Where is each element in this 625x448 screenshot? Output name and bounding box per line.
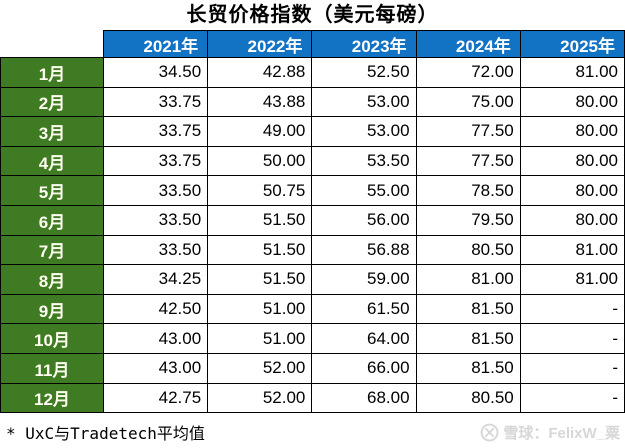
price-cell: 51.50: [207, 264, 313, 295]
price-cell: 80.50: [415, 234, 521, 266]
watermark-text: 雪球：FelixW_粟: [503, 424, 620, 442]
price-cell: 81.50: [415, 352, 521, 384]
price-cell: 53.50: [311, 145, 417, 177]
price-cell: 66.00: [311, 352, 417, 384]
price-cell: 34.50: [102, 57, 209, 88]
price-cell: 56.00: [311, 204, 417, 236]
price-cell: 68.00: [311, 382, 417, 414]
price-cell: 43.00: [102, 323, 209, 354]
page-title: 长贸价格指数（美元每磅）: [186, 4, 439, 26]
price-cell: -: [519, 382, 625, 414]
year-header-2023: 2023年: [311, 30, 417, 58]
watermark: 雪球：FelixW_粟: [480, 422, 620, 443]
table-row: 5月 33.50 50.75 55.00 78.50 80.00: [0, 175, 625, 206]
price-cell: -: [519, 352, 625, 384]
month-cell: 4月: [0, 145, 104, 177]
price-cell: 42.50: [102, 293, 209, 325]
year-header-2025: 2025年: [519, 30, 625, 58]
table-row: 12月 42.75 52.00 68.00 80.50 -: [0, 382, 625, 414]
corner-cell: [0, 30, 104, 58]
price-cell: 52.50: [311, 57, 417, 88]
table-row: 3月 33.75 49.00 53.00 77.50 80.00: [0, 116, 625, 147]
price-cell: 81.50: [415, 293, 521, 325]
price-cell: 77.50: [415, 116, 521, 147]
price-cell: 34.25: [102, 264, 209, 295]
month-cell: 9月: [0, 293, 104, 325]
year-header-2022: 2022年: [207, 30, 313, 58]
price-cell: 64.00: [311, 323, 417, 354]
price-cell: 78.50: [415, 175, 521, 206]
table-row: 6月 33.50 51.50 56.00 79.50 80.00: [0, 204, 625, 236]
price-cell: 81.00: [415, 264, 521, 295]
table-row: 1月 34.50 42.88 52.50 72.00 81.00: [0, 57, 625, 88]
price-cell: 72.00: [415, 57, 521, 88]
month-cell: 3月: [0, 116, 104, 147]
month-cell: 8月: [0, 264, 104, 295]
price-cell: 33.75: [102, 116, 209, 147]
price-cell: 51.50: [207, 204, 313, 236]
price-cell: 80.50: [415, 382, 521, 414]
price-cell: 56.88: [311, 234, 417, 266]
price-cell: 42.75: [102, 382, 209, 414]
price-cell: 81.00: [519, 234, 625, 266]
price-cell: 81.00: [519, 264, 625, 295]
price-cell: 61.50: [311, 293, 417, 325]
price-cell: 77.50: [415, 145, 521, 177]
price-cell: 49.00: [207, 116, 313, 147]
month-cell: 12月: [0, 382, 104, 414]
table-row: 4月 33.75 50.00 53.50 77.50 80.00: [0, 145, 625, 177]
month-cell: 7月: [0, 234, 104, 266]
month-cell: 5月: [0, 175, 104, 206]
price-cell: 81.00: [519, 57, 625, 88]
price-cell: 51.00: [207, 323, 313, 354]
price-cell: 43.00: [102, 352, 209, 384]
price-cell: 80.00: [519, 175, 625, 206]
price-cell: 33.50: [102, 234, 209, 266]
price-cell: 43.88: [207, 86, 313, 118]
price-cell: 52.00: [207, 382, 313, 414]
price-cell: 53.00: [311, 86, 417, 118]
price-cell: -: [519, 323, 625, 354]
price-cell: 33.50: [102, 204, 209, 236]
price-cell: 80.00: [519, 116, 625, 147]
header-row: 2021年 2022年 2023年 2024年 2025年: [0, 30, 625, 58]
price-cell: 75.00: [415, 86, 521, 118]
price-cell: 50.75: [207, 175, 313, 206]
month-cell: 11月: [0, 352, 104, 384]
price-cell: 51.00: [207, 293, 313, 325]
price-cell: 33.75: [102, 86, 209, 118]
table-row: 9月 42.50 51.00 61.50 81.50 -: [0, 293, 625, 325]
table-row: 8月 34.25 51.50 59.00 81.00 81.00: [0, 264, 625, 295]
price-cell: 59.00: [311, 264, 417, 295]
price-cell: 80.00: [519, 86, 625, 118]
year-header-2024: 2024年: [415, 30, 521, 58]
price-cell: 50.00: [207, 145, 313, 177]
price-cell: -: [519, 293, 625, 325]
price-cell: 33.75: [102, 145, 209, 177]
price-cell: 81.50: [415, 323, 521, 354]
price-cell: 33.50: [102, 175, 209, 206]
price-cell: 80.00: [519, 204, 625, 236]
table-row: 10月 43.00 51.00 64.00 81.50 -: [0, 323, 625, 354]
table-row: 11月 43.00 52.00 66.00 81.50 -: [0, 352, 625, 384]
month-cell: 6月: [0, 204, 104, 236]
price-cell: 52.00: [207, 352, 313, 384]
price-cell: 80.00: [519, 145, 625, 177]
price-cell: 55.00: [311, 175, 417, 206]
xueqiu-logo-icon: [480, 423, 499, 441]
month-cell: 10月: [0, 323, 104, 354]
month-cell: 2月: [0, 86, 104, 118]
price-cell: 42.88: [207, 57, 313, 88]
footer-bar: * UxC与Tradetech平均值 雪球：FelixW_粟: [0, 416, 625, 448]
price-cell: 53.00: [311, 116, 417, 147]
price-cell: 51.50: [207, 234, 313, 266]
table-row: 2月 33.75 43.88 53.00 75.00 80.00: [0, 86, 625, 118]
table-row: 7月 33.50 51.50 56.88 80.50 81.00: [0, 234, 625, 266]
footnote: * UxC与Tradetech平均值: [6, 424, 205, 443]
price-table: 2021年 2022年 2023年 2024年 2025年 1月 34.50 4…: [0, 30, 625, 414]
month-cell: 1月: [0, 57, 104, 88]
price-cell: 79.50: [415, 204, 521, 236]
year-header-2021: 2021年: [102, 30, 209, 58]
